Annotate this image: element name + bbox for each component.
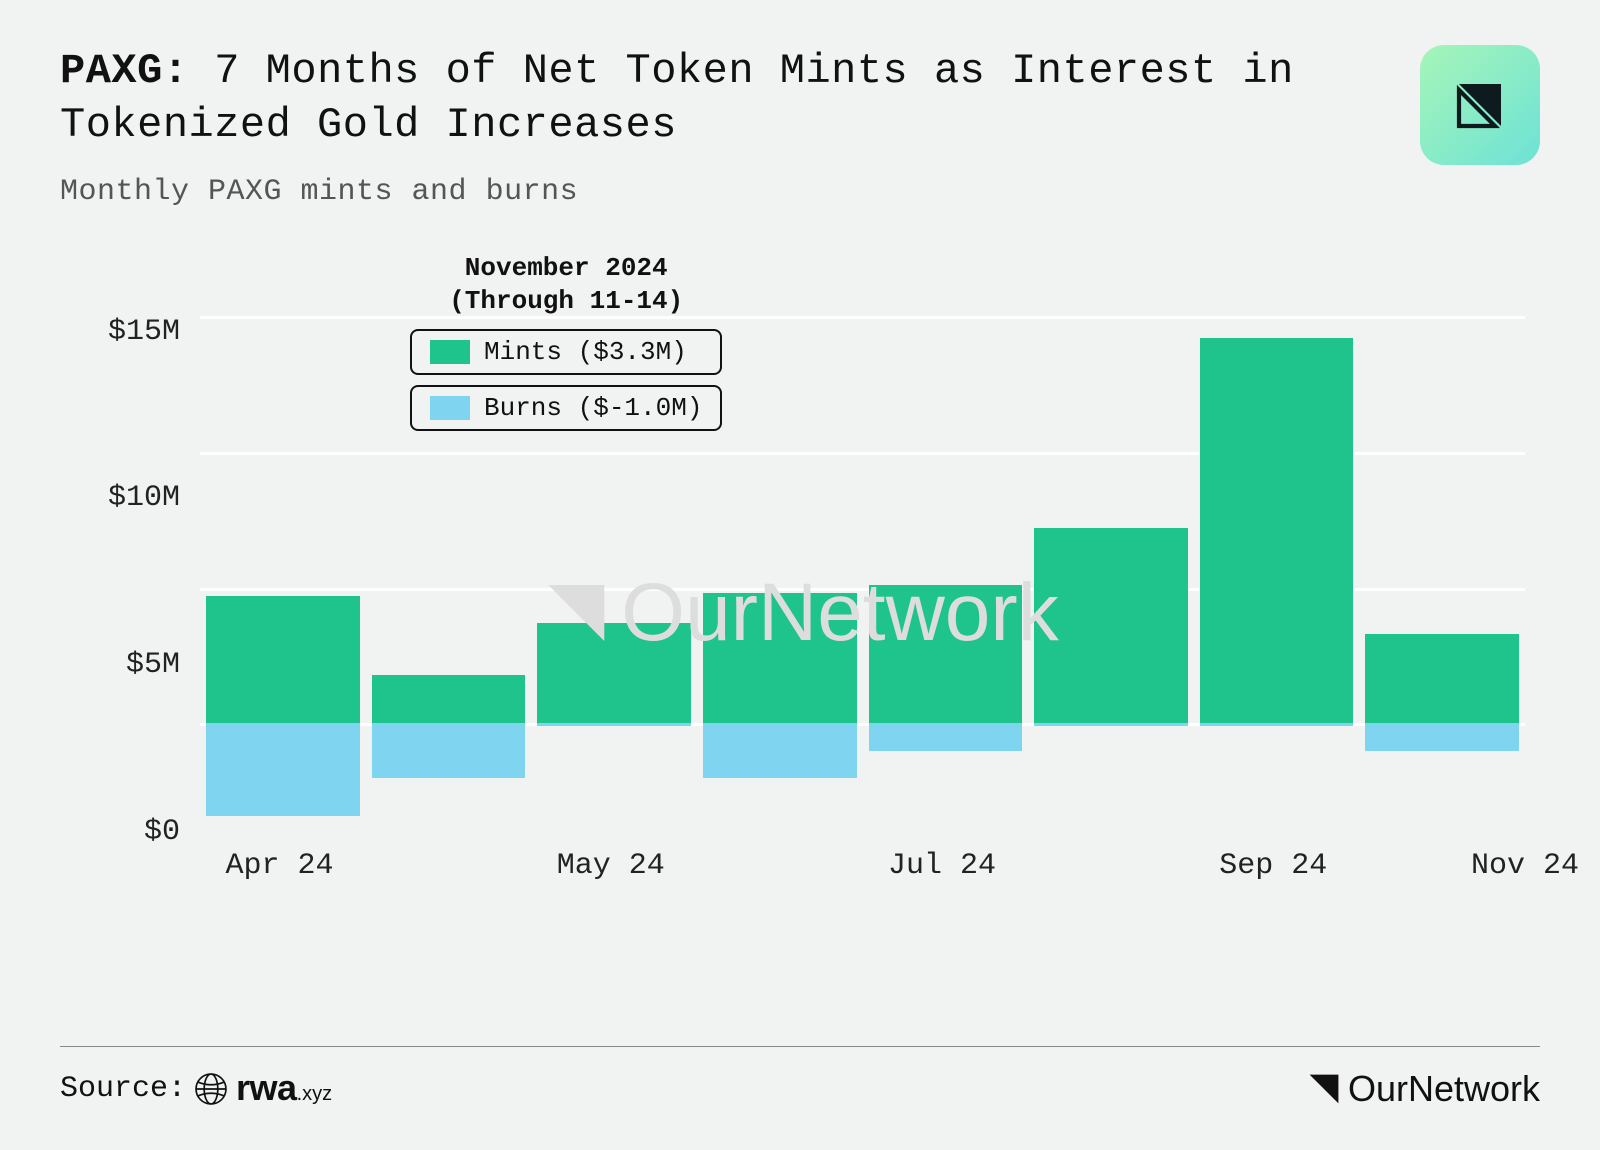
brand-logo-icon <box>1420 45 1540 165</box>
footer-brand: OurNetwork <box>1306 1068 1540 1110</box>
burn-bar <box>869 723 1023 750</box>
y-tick-label: $10M <box>108 481 180 515</box>
mint-bar <box>869 585 1023 723</box>
y-tick-label: $15M <box>108 315 180 349</box>
bar-group <box>1365 249 1519 819</box>
y-axis: $0 $5M $10M $15M <box>60 249 190 949</box>
burn-bar <box>537 723 691 726</box>
burn-bar <box>372 723 526 777</box>
mint-bar <box>537 623 691 723</box>
x-tick-label: Apr 24 <box>225 849 333 883</box>
legend-mints: Mints ($3.3M) <box>410 329 722 375</box>
mint-bar <box>206 596 360 724</box>
mint-bar <box>1200 338 1354 723</box>
bar-group <box>206 249 360 819</box>
mint-bar <box>372 675 526 724</box>
chart-subtitle: Monthly PAXG mints and burns <box>60 175 1390 209</box>
legend-burns: Burns ($-1.0M) <box>410 385 722 431</box>
burn-bar <box>1200 723 1354 726</box>
bar-chart: OurNetwork $0$5M$10M$15M November 2024(T… <box>60 249 1540 949</box>
x-axis: Apr 24May 24Jul 24Sep 24Nov 24 <box>200 849 1525 909</box>
x-tick-label: Nov 24 <box>1471 849 1579 883</box>
burn-bar <box>206 723 360 815</box>
mint-bar <box>1365 634 1519 724</box>
legend-title: November 2024(Through 11-14) <box>410 252 722 320</box>
bar-group <box>869 249 1023 819</box>
chart-title: PAXG: 7 Months of Net Token Mints as Int… <box>60 45 1390 153</box>
burn-bar <box>1365 723 1519 750</box>
y-tick-label: $0 <box>144 815 180 849</box>
x-tick-label: May 24 <box>557 849 665 883</box>
x-tick-label: Jul 24 <box>888 849 996 883</box>
bar-group <box>1200 249 1354 819</box>
burn-bar <box>1034 723 1188 726</box>
bar-group <box>703 249 857 819</box>
burn-bar <box>703 723 857 777</box>
source-attribution: Source: rwa.xyz <box>60 1067 332 1110</box>
globe-icon <box>194 1072 228 1106</box>
bar-group <box>1034 249 1188 819</box>
mint-bar <box>1034 528 1188 723</box>
legend: November 2024(Through 11-14) Mints ($3.3… <box>410 252 722 432</box>
plot-area <box>200 249 1525 819</box>
brand-mark-icon <box>1306 1071 1342 1107</box>
mint-bar <box>703 593 857 723</box>
x-tick-label: Sep 24 <box>1219 849 1327 883</box>
y-tick-label: $5M <box>126 648 180 682</box>
